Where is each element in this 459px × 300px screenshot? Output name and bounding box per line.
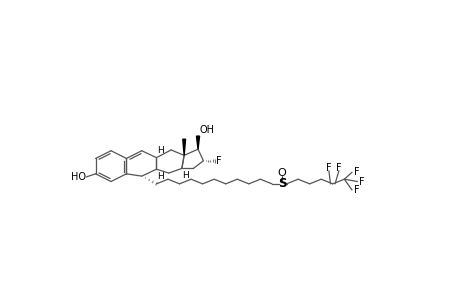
Text: F: F bbox=[336, 163, 341, 173]
Text: S: S bbox=[277, 177, 285, 190]
Text: F: F bbox=[216, 156, 222, 166]
Text: F: F bbox=[358, 176, 364, 187]
Text: F: F bbox=[353, 185, 358, 195]
Text: H: H bbox=[182, 171, 189, 180]
Text: H: H bbox=[157, 172, 163, 181]
Text: F: F bbox=[353, 167, 358, 177]
Text: H: H bbox=[157, 146, 163, 155]
Text: O: O bbox=[277, 168, 285, 178]
Text: OH: OH bbox=[199, 124, 214, 135]
Polygon shape bbox=[182, 139, 185, 155]
Text: F: F bbox=[325, 163, 331, 173]
Polygon shape bbox=[196, 136, 199, 149]
Text: HO: HO bbox=[70, 172, 85, 182]
